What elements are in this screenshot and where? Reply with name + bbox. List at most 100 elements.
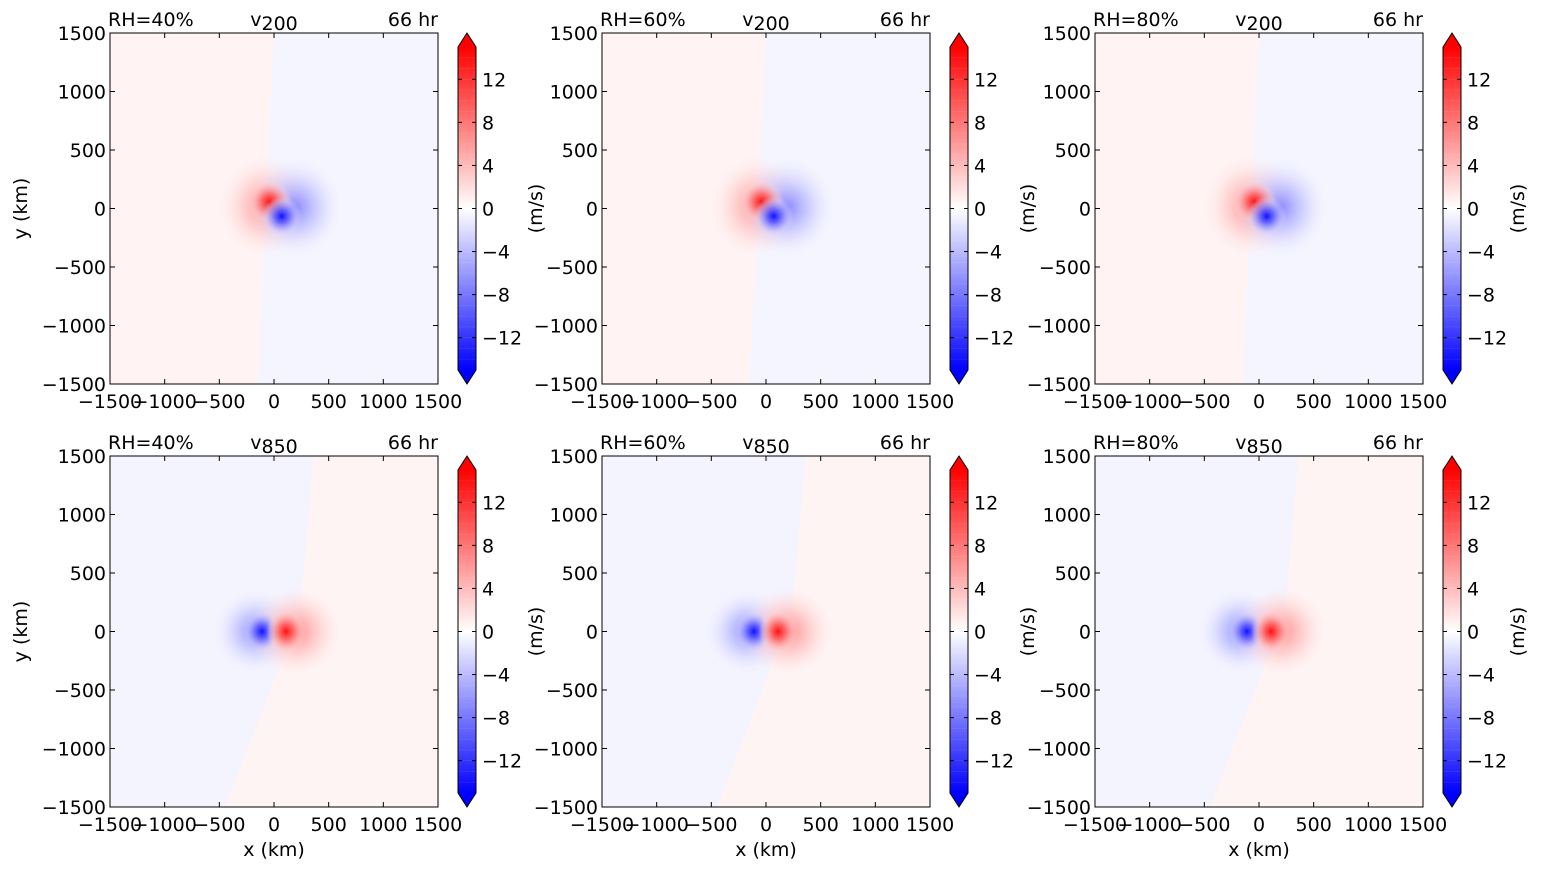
colorbar-tick-label: 12: [974, 492, 998, 514]
colorbar-tick-label: 8: [482, 535, 494, 557]
x-tick-label: −500: [685, 391, 737, 413]
colorbar-tick-label: 8: [974, 535, 986, 557]
y-tick-label: −1000: [42, 739, 106, 761]
colorbar-label: (m/s): [525, 607, 547, 657]
panel-4: −1500−1000−500 0 500 1000 1500150010005000−5…: [10, 432, 547, 861]
x-tick-label: −1500: [570, 391, 634, 413]
colorbar-tick-label: −8: [1467, 708, 1495, 730]
colorbar-label: (m/s): [1507, 607, 1529, 657]
x-tick-label: 1500: [1399, 391, 1447, 413]
panel-time-label: 66 hr: [880, 9, 930, 31]
colorbar-tick-label: 0: [1467, 622, 1479, 644]
panel-time-label: 66 hr: [388, 9, 438, 31]
x-tick-label: 1000: [359, 814, 407, 836]
colorbar-tick-label: 4: [1467, 155, 1479, 177]
y-tick-label: 500: [1055, 140, 1091, 162]
colorbar-tick-label: 4: [974, 155, 986, 177]
panel-rh-label: RH=60%: [600, 432, 686, 454]
panel-time-label: 66 hr: [880, 432, 930, 454]
x-tick-label: −1500: [1063, 814, 1127, 836]
y-tick-label: −1000: [1027, 739, 1091, 761]
y-tick-label: 1500: [550, 446, 598, 468]
y-tick-label: 1000: [58, 82, 106, 104]
panel-variable-label: v200: [1235, 9, 1283, 35]
x-tick-label: 0: [268, 391, 280, 413]
field-image: [602, 33, 930, 384]
x-tick-label: 500: [1296, 814, 1332, 836]
y-tick-label: −1500: [534, 374, 598, 396]
y-tick-label: 0: [586, 199, 598, 221]
colorbar-label: (m/s): [1017, 184, 1039, 234]
x-tick-label: −1000: [1118, 814, 1182, 836]
x-tick-label: −1000: [133, 814, 197, 836]
y-tick-label: −500: [54, 680, 106, 702]
x-tick-label: −1500: [78, 391, 142, 413]
panel-time-label: 66 hr: [1373, 9, 1423, 31]
y-axis-label: y (km): [10, 601, 32, 663]
x-tick-label: 1500: [414, 391, 462, 413]
x-tick-label: −1000: [625, 814, 689, 836]
panel-5: −1500−1000−500 0 500 1000 1500150010005000−5…: [534, 432, 1039, 861]
colorbar-tick-label: 4: [974, 578, 986, 600]
x-tick-label: −1500: [1063, 391, 1127, 413]
y-tick-label: −1500: [534, 797, 598, 819]
y-tick-label: 500: [1055, 563, 1091, 585]
colorbar-tick-label: −4: [1467, 665, 1495, 687]
field-image: [110, 33, 438, 384]
x-axis-label: x (km): [1228, 839, 1290, 861]
colorbar-tick-label: −8: [974, 285, 1002, 307]
colorbar-tick-label: −12: [1467, 328, 1507, 350]
x-tick-label: −500: [193, 814, 245, 836]
colorbar-tick-label: −8: [1467, 285, 1495, 307]
field-image: [110, 456, 438, 807]
x-tick-label: 1500: [906, 814, 954, 836]
colorbar-tick-label: 8: [1467, 112, 1479, 134]
field-image: [602, 456, 930, 807]
y-tick-label: −1500: [42, 797, 106, 819]
colorbar-tick-label: 0: [974, 622, 986, 644]
y-tick-label: −1500: [1027, 797, 1091, 819]
y-tick-label: −1000: [1027, 316, 1091, 338]
panel-variable-label: v850: [1235, 432, 1283, 458]
panel-rh-label: RH=80%: [1093, 9, 1179, 31]
colorbar-extend-low: [1443, 370, 1461, 384]
colorbar-tick-label: 0: [482, 199, 494, 221]
x-tick-label: −1500: [78, 814, 142, 836]
colorbar-tick-label: −4: [1467, 242, 1495, 264]
panel-variable-label: v850: [742, 432, 790, 458]
x-tick-label: 1000: [359, 391, 407, 413]
field-image: [1095, 456, 1423, 807]
colorbar-tick-label: −12: [974, 751, 1014, 773]
y-tick-label: 500: [70, 563, 106, 585]
x-tick-label: 500: [803, 391, 839, 413]
colorbar-tick-label: 12: [974, 69, 998, 91]
colorbar-extend-high: [1443, 456, 1461, 470]
colorbar-extend-low: [458, 793, 476, 807]
y-tick-label: 1000: [550, 82, 598, 104]
y-tick-label: −500: [1039, 257, 1091, 279]
x-tick-label: −500: [1178, 391, 1230, 413]
colorbar-tick-label: 0: [974, 199, 986, 221]
y-tick-label: 1500: [1043, 23, 1091, 45]
x-tick-label: −1000: [625, 391, 689, 413]
x-tick-label: 500: [803, 814, 839, 836]
x-tick-label: 0: [1253, 391, 1265, 413]
colorbar-tick-label: 12: [482, 492, 506, 514]
colorbar-tick-label: −12: [482, 751, 522, 773]
colorbar-tick-label: 8: [482, 112, 494, 134]
y-tick-label: 0: [1079, 199, 1091, 221]
y-tick-label: 500: [562, 563, 598, 585]
panel-rh-label: RH=40%: [108, 432, 194, 454]
colorbar-tick-label: 4: [482, 578, 494, 600]
y-tick-label: 1500: [1043, 446, 1091, 468]
colorbar-extend-high: [950, 33, 968, 47]
x-tick-label: 0: [1253, 814, 1265, 836]
colorbar-extend-high: [950, 456, 968, 470]
panel-rh-label: RH=40%: [108, 9, 194, 31]
colorbar: 12 8 4 0 −4 −8 −12 (m/s): [949, 32, 1039, 385]
y-tick-label: 0: [94, 622, 106, 644]
colorbar-tick-label: 4: [1467, 578, 1479, 600]
panel-variable-label: v850: [250, 432, 298, 458]
colorbar-tick-label: −12: [974, 328, 1014, 350]
x-tick-label: 500: [1296, 391, 1332, 413]
